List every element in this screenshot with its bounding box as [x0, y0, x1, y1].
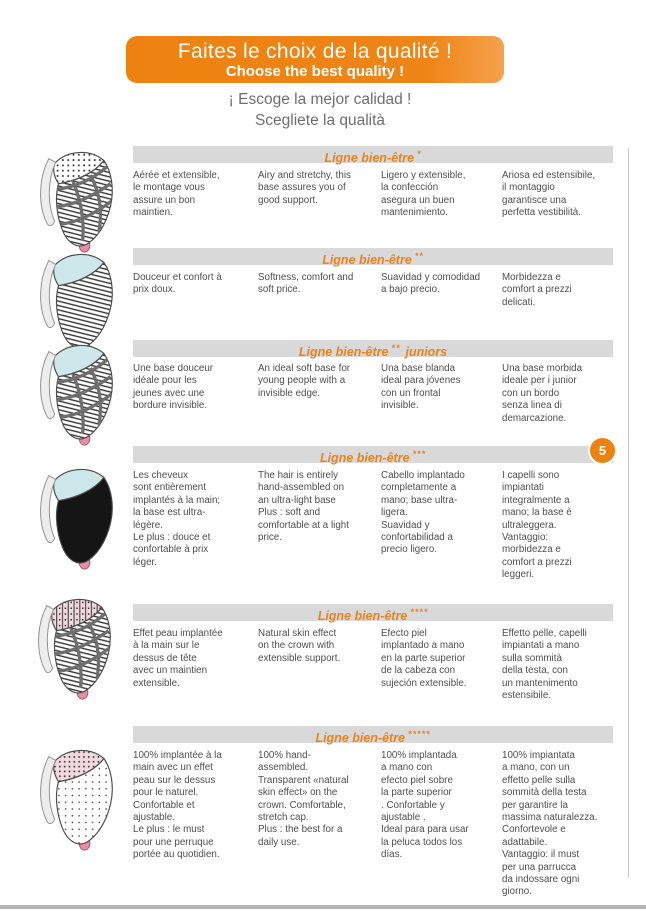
section-header-bar: Ligne bien-être ** — [133, 248, 613, 268]
section-header: Ligne bien-être ***** — [315, 729, 431, 746]
quality-stars: ** — [391, 343, 401, 353]
section-header-bar: Ligne bien-être **** — [133, 604, 613, 624]
body-text-en: Airy and stretchy, this base assures you… — [258, 170, 351, 206]
section-header: Ligne bien-être ** juniors — [298, 343, 448, 360]
body-text-it: Una base morbida ideale per i junior con… — [502, 363, 583, 424]
quality-stars: **** — [410, 607, 429, 617]
body-text-es: Suavidad y comodidad a bajo precio. — [381, 272, 481, 296]
body-text-fr: Aérée et extensible, le montage vous ass… — [133, 170, 220, 219]
section-header-bar: Ligne bien-être * — [133, 146, 613, 166]
wig-cap-pink-striped-crown-ribbed-illustration — [26, 594, 114, 702]
wig-cap-dotted-mesh-ribbed-illustration — [28, 147, 116, 255]
wig-cap-blue-crown-ribbed-illustration — [28, 249, 116, 357]
body-text-fr: Effet peau implantée à la main sur le de… — [133, 628, 223, 689]
body-text-es: 100% implantada a mano con efecto piel s… — [381, 750, 469, 861]
body-text-es: Ligero y extensible, la confección asegu… — [381, 170, 466, 219]
section-header: Ligne bien-être *** — [319, 449, 427, 466]
body-text-fr: Douceur et confort à prix doux. — [133, 272, 222, 296]
body-text-en: An ideal soft base for young people with… — [258, 363, 351, 399]
body-text-fr: Une base douceur idéale pour les jeunes … — [133, 363, 214, 412]
banner-title-fr: Faites le choix de la qualité ! — [177, 39, 453, 63]
wig-cap-blue-crown-ribbed-banded-illustration — [28, 340, 116, 448]
body-text-en: The hair is entirely hand-assembled on a… — [258, 470, 349, 544]
wig-cap-pink-dotted-skin-effect-illustration — [28, 745, 116, 853]
body-text-fr: Les cheveux sont entièrement implantés à… — [133, 470, 221, 568]
body-text-it: Effetto pelle, capelli impiantati a mano… — [502, 628, 587, 702]
section-header-bar: Ligne bien-être ***** — [133, 726, 613, 746]
body-text-it: 100% impiantata a mano, con un effetto p… — [502, 750, 598, 898]
body-text-it: I capelli sono impiantati integralmente … — [502, 470, 572, 581]
body-text-es: Una base blanda ideal para jóvenes con u… — [381, 363, 461, 412]
body-text-en: 100% hand- assembled. Transparent «natur… — [258, 750, 349, 848]
quality-stars: * — [417, 149, 422, 159]
right-rule — [628, 148, 629, 878]
section-header: Ligne bien-être **** — [317, 607, 429, 624]
subtitle-it: Scegliete la qualità — [254, 112, 386, 129]
banner-title-en: Choose the best quality ! — [225, 62, 405, 80]
quality-stars: *** — [412, 449, 427, 459]
quality-banner: Faites le choix de la qualité ! Choose t… — [126, 36, 504, 83]
body-text-en: Natural skin effect on the crown with ex… — [258, 628, 341, 664]
body-text-fr: 100% implantée à la main avec un effet p… — [133, 750, 222, 861]
quality-stars: ** — [414, 251, 424, 261]
quality-stars: ***** — [408, 729, 431, 739]
wig-cap-blue-crown-black-base-illustration — [28, 464, 116, 572]
section-header: Ligne bien-être * — [324, 149, 422, 166]
body-text-es: Cabello implantado completamente a mano;… — [381, 470, 465, 556]
body-text-it: Ariosa ed estensibile, il montaggio gara… — [502, 170, 596, 219]
body-text-es: Efecto piel implantado a mano en la part… — [381, 628, 467, 689]
page-number-badge: 5 — [588, 436, 617, 465]
bottom-rule — [0, 905, 646, 909]
section-header: Ligne bien-être ** — [322, 251, 424, 268]
body-text-it: Morbidezza e comfort a prezzi delicati. — [502, 272, 572, 308]
body-text-en: Softness, comfort and soft price. — [258, 272, 354, 296]
section-header-bar: Ligne bien-être ** juniors — [133, 340, 613, 360]
section-header-bar: Ligne bien-être *** — [133, 446, 613, 466]
subtitle-es: ¡ Escoge la mejor calidad ! — [228, 91, 412, 108]
